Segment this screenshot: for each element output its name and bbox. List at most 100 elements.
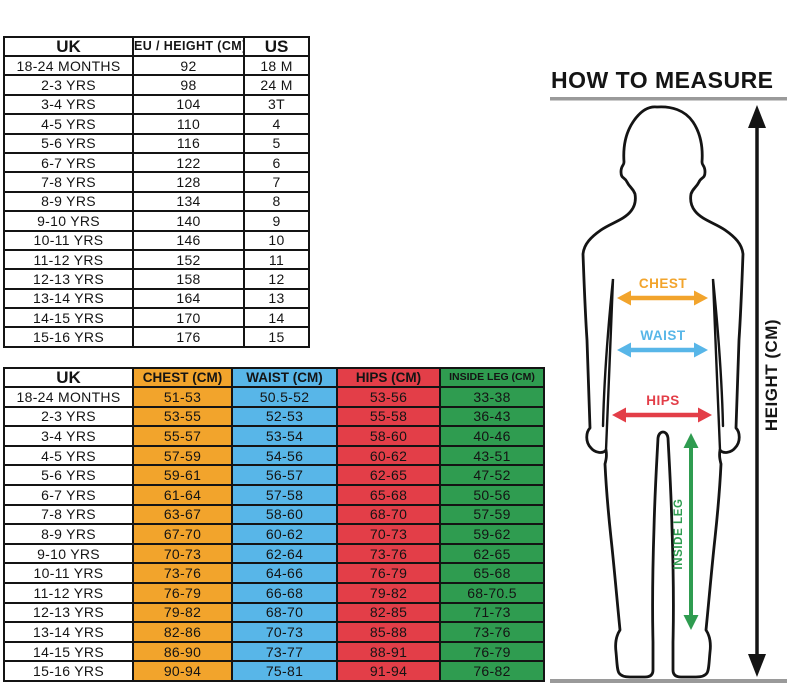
cell: 10-11 YRS (3, 229, 134, 251)
cell: 51-53 (132, 386, 233, 408)
table-row: 7-8 YRS 128 7 (3, 171, 310, 193)
cell: 60-62 (231, 523, 338, 545)
column-header-inside-leg-cm: INSIDE LEG (CM) (439, 367, 545, 388)
cell: 53-54 (231, 425, 338, 447)
cell: 62-64 (231, 542, 338, 565)
ground-line (550, 679, 787, 683)
table-row: 5-6 YRS 116 5 (3, 132, 310, 154)
cell: 70-73 (132, 542, 233, 565)
column-header-chest-cm: CHEST (CM) (132, 367, 233, 388)
cell: 57-58 (231, 483, 338, 506)
cell: 158 (132, 268, 245, 290)
cell: 14-15 YRS (3, 307, 134, 329)
column-header-eu-height-cm: EU / HEIGHT (CM) (132, 36, 245, 57)
cell: 11-12 YRS (3, 248, 134, 271)
cell: 47-52 (439, 464, 545, 486)
cell: 146 (132, 229, 245, 251)
cell: 73-76 (132, 562, 233, 584)
table-row: 2-3 YRS 53-55 52-53 55-58 36-43 (3, 405, 545, 428)
cell: 170 (132, 307, 245, 329)
cell: 92 (132, 54, 245, 77)
table-row: 2-3 YRS 98 24 M (3, 74, 310, 96)
table-row: 14-15 YRS 86-90 73-77 88-91 76-79 (3, 640, 545, 663)
cell: 7-8 YRS (3, 171, 134, 193)
cell: 98 (132, 74, 245, 96)
cell: 4-5 YRS (3, 113, 134, 135)
cell: 13-14 YRS (3, 621, 134, 643)
hips-arrow: HIPS (612, 393, 712, 423)
cell: 9-10 YRS (3, 542, 134, 565)
cell: 57-59 (439, 503, 545, 526)
table-row: 9-10 YRS 70-73 62-64 73-76 62-65 (3, 542, 545, 565)
cell: 11-12 YRS (3, 581, 134, 604)
cell: 70-73 (231, 621, 338, 643)
left-arm-line (601, 278, 615, 452)
cell: 2-3 YRS (3, 74, 134, 96)
cell: 58-60 (231, 503, 338, 526)
cell: 5-6 YRS (3, 132, 134, 154)
cell: 15-16 YRS (3, 326, 134, 348)
cell: 59-61 (132, 464, 233, 486)
waist-arrow: WAIST (617, 328, 708, 358)
cell: 8-9 YRS (3, 190, 134, 213)
cell: 71-73 (439, 601, 545, 624)
cell: 18-24 MONTHS (3, 54, 134, 77)
cell: 3-4 YRS (3, 425, 134, 447)
cell: 12 (243, 268, 310, 290)
cell: 53-56 (336, 386, 441, 408)
cell: 164 (132, 287, 245, 310)
column-header-us: US (243, 36, 310, 57)
arrowhead-left (612, 407, 626, 423)
cell: 7-8 YRS (3, 503, 134, 526)
table-row: 18-24 MONTHS 92 18 M (3, 54, 310, 77)
cell: 36-43 (439, 405, 545, 428)
cell: 134 (132, 190, 245, 213)
chest-arrow: CHEST (617, 276, 708, 306)
cell: 86-90 (132, 640, 233, 663)
arrowhead-right (694, 342, 708, 358)
cell: 13 (243, 287, 310, 310)
arrowhead-top (748, 105, 766, 128)
waist-label: WAIST (640, 328, 686, 343)
cell: 5 (243, 132, 310, 154)
table-row: 6-7 YRS 61-64 57-58 65-68 50-56 (3, 483, 545, 506)
cell: 6-7 YRS (3, 483, 134, 506)
column-header-uk: UK (3, 36, 134, 57)
cell: 52-53 (231, 405, 338, 428)
table-row: 4-5 YRS 57-59 54-56 60-62 43-51 (3, 444, 545, 467)
table-row: 13-14 YRS 164 13 (3, 287, 310, 310)
table-row: 3-4 YRS 104 3T (3, 93, 310, 116)
arrowhead-left (617, 342, 631, 358)
column-header-hips-cm: HIPS (CM) (336, 367, 441, 388)
arrowhead-top (683, 433, 699, 448)
cell: 110 (132, 113, 245, 135)
cell: 2-3 YRS (3, 405, 134, 428)
header-row: UK CHEST (CM) WAIST (CM) HIPS (CM) INSIDE LE… (3, 367, 545, 388)
arrowhead-bottom (748, 654, 766, 677)
cell: 67-70 (132, 523, 233, 545)
cell: 176 (132, 326, 245, 348)
height-label: HEIGHT (CM) (762, 319, 781, 431)
arrowhead-left (617, 290, 631, 306)
arrowhead-right (694, 290, 708, 306)
cell: 68-70 (231, 601, 338, 624)
cell: 76-82 (439, 660, 545, 682)
cell: 3-4 YRS (3, 93, 134, 116)
cell: 76-79 (336, 562, 441, 584)
cell: 9-10 YRS (3, 210, 134, 232)
table-row: 15-16 YRS 176 15 (3, 326, 310, 348)
cell: 73-76 (336, 542, 441, 565)
cell: 9 (243, 210, 310, 232)
cell: 62-65 (336, 464, 441, 486)
cell: 7 (243, 171, 310, 193)
cell: 3T (243, 93, 310, 116)
table-row: 3-4 YRS 55-57 53-54 58-60 40-46 (3, 425, 545, 447)
chest-label: CHEST (639, 276, 688, 291)
table-row: 8-9 YRS 67-70 60-62 70-73 59-62 (3, 523, 545, 545)
cell: 65-68 (336, 483, 441, 506)
table-row: 11-12 YRS 76-79 66-68 79-82 68-70.5 (3, 581, 545, 604)
cell: 14 (243, 307, 310, 329)
cell: 18-24 MONTHS (3, 386, 134, 408)
cell: 4-5 YRS (3, 444, 134, 467)
table-row: 7-8 YRS 63-67 58-60 68-70 57-59 (3, 503, 545, 526)
